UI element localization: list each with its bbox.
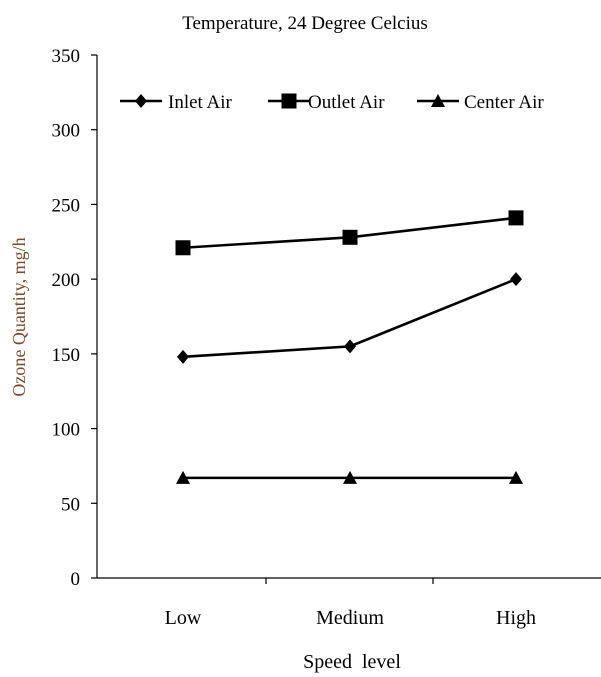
legend-item: Center Air — [417, 92, 544, 113]
legend-label: Outlet Air — [308, 92, 385, 113]
data-point — [342, 229, 358, 245]
x-tick-label: High — [496, 607, 536, 629]
data-point — [343, 470, 357, 484]
y-axis-label: Ozone Quantity, mg/h — [9, 237, 29, 396]
data-point — [508, 210, 524, 226]
x-axis-label: Speed level — [303, 651, 401, 673]
legend-marker — [431, 94, 445, 107]
data-point — [177, 349, 189, 364]
plot-area — [175, 210, 524, 484]
series-center-air — [176, 470, 523, 484]
legend-label: Inlet Air — [168, 92, 233, 113]
x-tick-label: Medium — [316, 607, 384, 629]
x-ticks: Low Medium High — [165, 578, 536, 629]
data-point — [510, 272, 522, 287]
y-tick-label: 50 — [61, 494, 80, 515]
y-tick-label: 350 — [52, 46, 81, 67]
legend-marker — [281, 93, 297, 109]
y-ticks: 0 50 100 150 200 250 300 350 — [52, 46, 97, 590]
y-tick-label: 100 — [52, 420, 81, 441]
legend-label: Center Air — [464, 92, 544, 113]
axes — [96, 55, 601, 579]
legend-item: Outlet Air — [268, 92, 385, 113]
data-point — [344, 339, 356, 354]
chart-title: Temperature, 24 Degree Celcius — [182, 13, 428, 34]
series-outlet-air — [175, 210, 524, 256]
y-tick-label: 150 — [52, 345, 81, 366]
data-point — [176, 470, 190, 484]
legend: Inlet Air Outlet Air Center Air — [120, 92, 544, 113]
y-tick-label: 0 — [71, 569, 81, 590]
y-tick-label: 300 — [52, 121, 81, 142]
data-point — [175, 240, 191, 256]
y-tick-label: 200 — [52, 270, 81, 291]
series-inlet-air — [177, 272, 522, 364]
data-point — [509, 470, 523, 484]
legend-marker — [135, 94, 147, 108]
x-tick-label: Low — [165, 607, 202, 629]
legend-item: Inlet Air — [120, 92, 233, 113]
y-tick-label: 250 — [52, 195, 81, 216]
